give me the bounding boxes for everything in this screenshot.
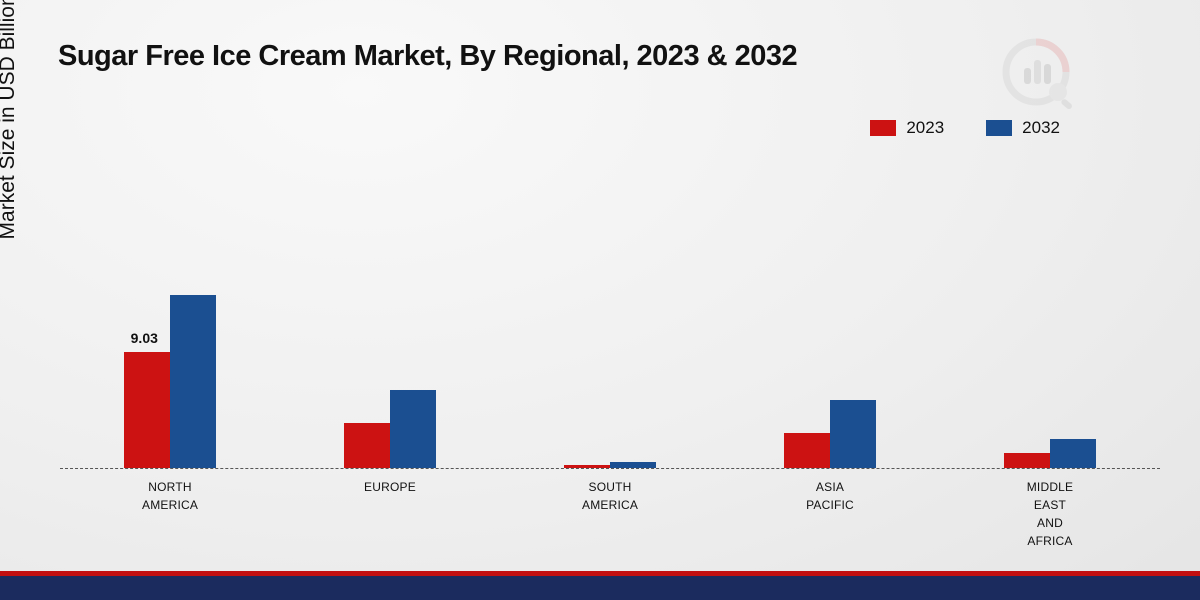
category-label: SOUTH AMERICA (582, 480, 639, 512)
legend-item-2032[interactable]: 2032 (986, 118, 1060, 138)
bar-2032-middle-east-and-africa[interactable] (1050, 438, 1096, 468)
category-group: 9.03 NORTH AMERICA (124, 128, 216, 512)
footer-red-stripe (0, 571, 1200, 576)
brand-logo-graphic (1002, 38, 1072, 110)
category-label: MIDDLE EAST AND AFRICA (1026, 480, 1074, 548)
y-axis-label: Market Size in USD Billion (0, 0, 19, 240)
bar-value-label: 9.03 (130, 330, 158, 347)
bar-2023-middle-east-and-africa[interactable] (1004, 452, 1050, 468)
legend: 2023 2032 (870, 118, 1060, 138)
zero-axis-line (60, 468, 1160, 469)
bar-2023-europe[interactable] (344, 423, 390, 468)
legend-item-2023[interactable]: 2023 (870, 118, 944, 138)
category-label: NORTH AMERICA (142, 480, 199, 512)
footer-navy-bar (0, 576, 1200, 600)
category-group: ASIA PACIFIC (784, 128, 876, 512)
bar-2032-north-america[interactable] (170, 295, 216, 468)
bar-2023-north-america[interactable]: 9.03 (124, 330, 170, 468)
category-group: SOUTH AMERICA (564, 128, 656, 512)
category-group: MIDDLE EAST AND AFRICA (1004, 128, 1096, 548)
bar-2032-europe[interactable] (390, 389, 436, 468)
bar-2032-south-america[interactable] (610, 462, 656, 468)
bar-2023-south-america[interactable] (564, 465, 610, 468)
legend-label: 2023 (906, 118, 945, 137)
bar-2023-asia-pacific[interactable] (784, 433, 830, 468)
bar-2032-asia-pacific[interactable] (830, 400, 876, 468)
plot-area: 9.03 NORTH AMERICA EUROPE SOUTH AMERICA ASIA… (60, 128, 1160, 548)
chart-title: Sugar Free Ice Cream Market, By Regional… (58, 40, 798, 72)
legend-label: 2032 (1022, 118, 1060, 137)
legend-swatch-2032 (986, 120, 1013, 136)
legend-swatch-2023 (870, 120, 897, 136)
brand-logo (1000, 36, 1080, 114)
category-label: ASIA PACIFIC (806, 480, 854, 512)
category-label: EUROPE (364, 480, 416, 494)
category-group: EUROPE (344, 128, 436, 494)
